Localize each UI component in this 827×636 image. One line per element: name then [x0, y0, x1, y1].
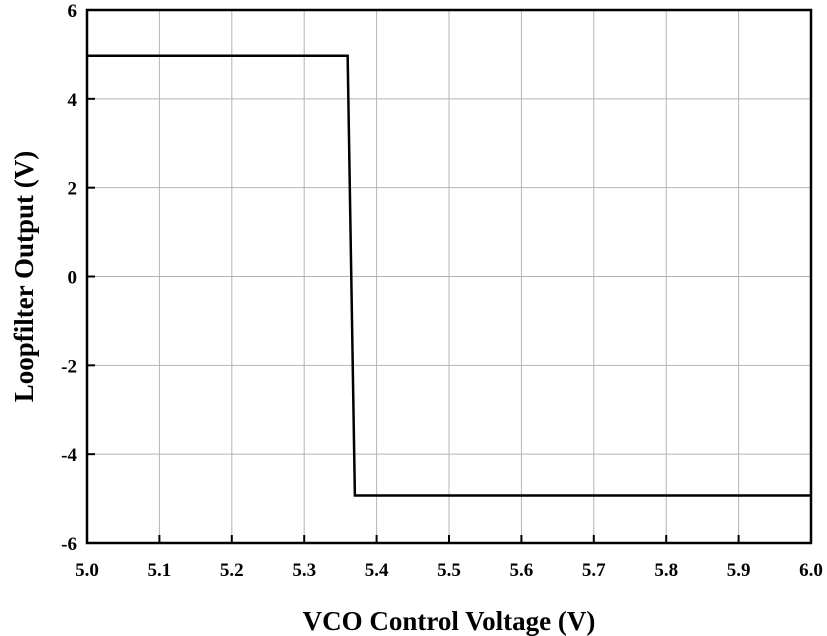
- x-tick-label: 5.2: [220, 560, 244, 581]
- x-tick-label: 5.0: [75, 560, 99, 581]
- x-tick-label: 5.1: [148, 560, 172, 581]
- series-layer: [87, 54, 811, 497]
- x-tick-label: 6.0: [799, 560, 823, 581]
- x-tick-label: 5.8: [654, 560, 678, 581]
- ticks: [86, 9, 812, 544]
- x-tick-label: 5.7: [582, 560, 606, 581]
- x-tick-labels: 5.0 5.1 5.2 5.3 5.4 5.5 5.6 5.7 5.8 5.9 6.0: [75, 560, 823, 581]
- x-tick-label: 5.5: [437, 560, 461, 581]
- x-tick-label: 5.6: [510, 560, 534, 581]
- grid: [87, 10, 811, 543]
- x-axis-title: VCO Control Voltage (V): [303, 606, 596, 636]
- y-tick-label: 0: [68, 268, 78, 289]
- series-line: [87, 54, 811, 497]
- x-tick-label: 5.4: [365, 560, 389, 581]
- y-tick-label: -4: [61, 445, 77, 466]
- y-tick-label: -2: [61, 356, 77, 377]
- y-tick-label: 4: [68, 90, 78, 111]
- y-axis-title: Loopfilter Output (V): [9, 151, 39, 403]
- x-tick-label: 5.9: [727, 560, 751, 581]
- y-tick-label: -6: [61, 534, 77, 555]
- y-tick-label: 2: [68, 179, 78, 200]
- x-tick-label: 5.3: [292, 560, 316, 581]
- y-tick-labels: -6 -4 -2 0 2 4 6: [61, 1, 77, 555]
- y-tick-label: 6: [68, 1, 78, 22]
